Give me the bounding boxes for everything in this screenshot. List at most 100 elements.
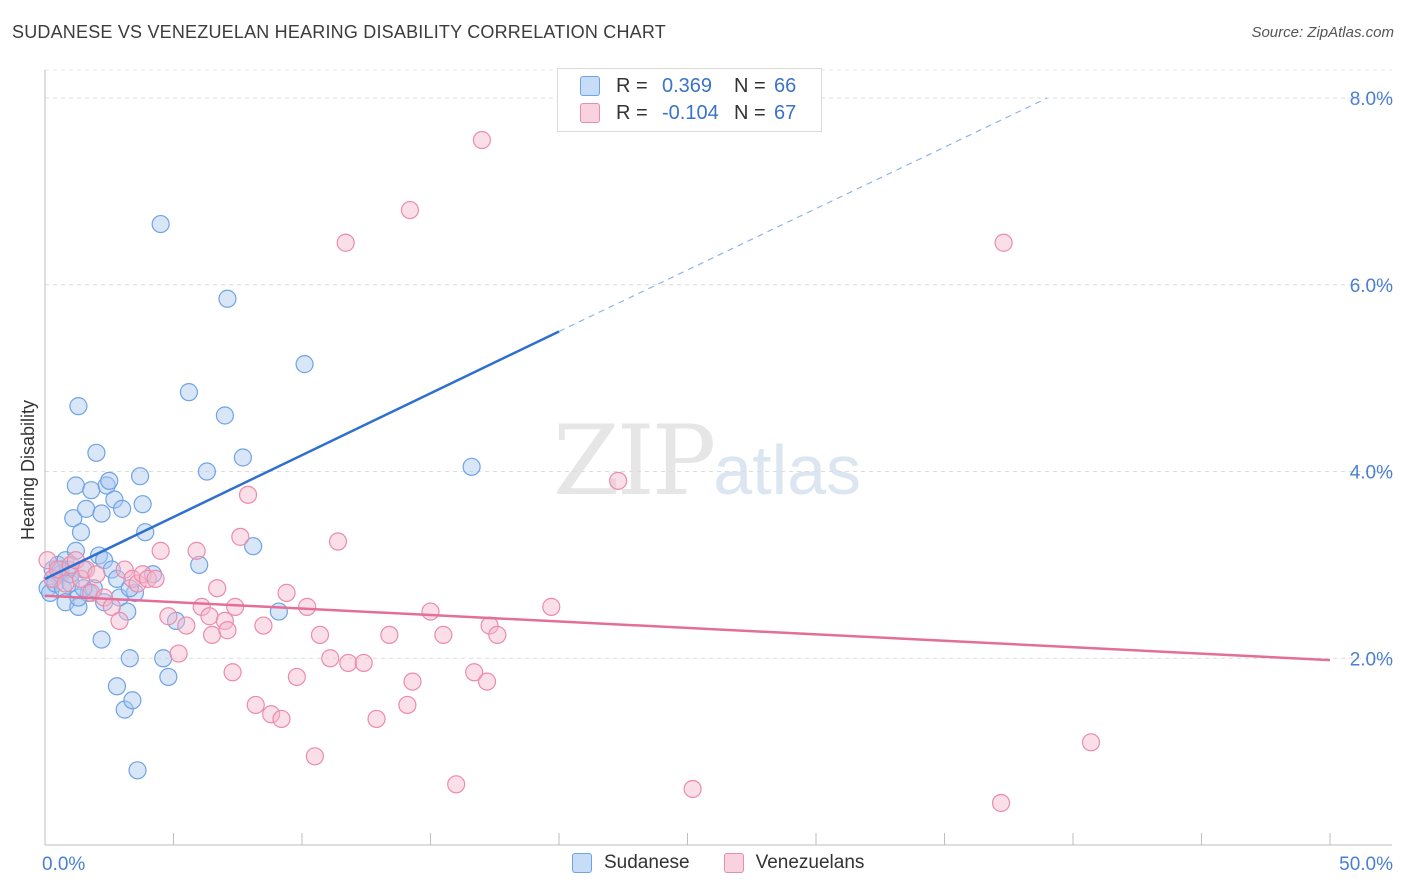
y-tick-label: 6.0%: [1350, 276, 1393, 297]
point-sudanese: [218, 289, 237, 308]
point-venezuelans: [272, 709, 291, 729]
point-venezuelans: [238, 485, 258, 504]
y-tick-label: 2.0%: [1350, 649, 1393, 670]
point-venezuelans: [200, 607, 219, 626]
point-venezuelans: [472, 130, 491, 150]
point-sudanese: [197, 462, 217, 481]
point-venezuelans: [298, 597, 317, 616]
point-sudanese: [133, 495, 152, 514]
n-value: 67: [774, 101, 797, 124]
point-venezuelans: [87, 565, 106, 584]
point-sudanese: [66, 541, 85, 560]
point-venezuelans: [151, 541, 170, 560]
legend-swatch-venezuelans: [580, 103, 600, 123]
point-venezuelans: [38, 551, 57, 570]
chart-title: SUDANESE VS VENEZUELAN HEARING DISABILIT…: [12, 22, 666, 42]
point-venezuelans: [403, 672, 422, 691]
point-venezuelans: [477, 672, 497, 691]
point-sudanese: [100, 471, 119, 490]
trend-line-sudanese-extension: [558, 97, 1048, 332]
point-sudanese: [154, 649, 173, 668]
legend-item-venezuelans[interactable]: Venezuelans: [723, 852, 865, 874]
point-sudanese: [179, 383, 199, 402]
r-value: 0.369: [662, 74, 713, 97]
n-value: 66: [774, 74, 797, 97]
point-sudanese: [190, 555, 209, 574]
point-venezuelans: [254, 616, 273, 635]
point-venezuelans: [305, 747, 324, 766]
point-sudanese: [244, 537, 263, 556]
point-venezuelans: [488, 625, 507, 645]
point-venezuelans: [354, 653, 373, 673]
point-venezuelans: [310, 625, 330, 645]
point-venezuelans: [223, 663, 242, 682]
point-venezuelans: [287, 667, 306, 687]
point-sudanese: [159, 667, 178, 687]
legend-row-venezuelans: R = -0.104 N = 67: [580, 100, 796, 126]
point-venezuelans: [991, 793, 1011, 813]
point-venezuelans: [115, 560, 134, 579]
point-sudanese: [64, 509, 83, 528]
legend-swatch-sudanese: [580, 76, 600, 96]
point-venezuelans: [321, 649, 340, 668]
point-venezuelans: [218, 621, 237, 640]
y-axis-label: Hearing Disability: [18, 399, 38, 540]
legend-label-venezuelans: Venezuelans: [755, 852, 865, 873]
legend-label-sudanese: Sudanese: [604, 852, 690, 873]
point-venezuelans: [187, 541, 206, 560]
correlation-legend: R = 0.369 N = 66 R = -0.104 N = 67: [557, 68, 822, 132]
point-venezuelans: [202, 625, 222, 645]
point-venezuelans: [231, 527, 250, 546]
point-venezuelans: [138, 569, 157, 588]
point-venezuelans: [542, 597, 561, 616]
r-label: R =: [616, 101, 648, 124]
point-sudanese: [107, 569, 127, 588]
point-sudanese: [120, 649, 139, 668]
point-sudanese: [269, 602, 288, 621]
point-sudanese: [71, 523, 91, 542]
point-sudanese: [112, 499, 132, 518]
y-tick-label: 4.0%: [1350, 463, 1393, 484]
point-venezuelans: [447, 775, 466, 794]
point-venezuelans: [421, 602, 440, 621]
x-tick-label: 0.0%: [42, 854, 85, 875]
r-value: -0.104: [662, 101, 719, 124]
point-sudanese: [92, 504, 111, 523]
point-venezuelans: [77, 560, 96, 579]
point-venezuelans: [277, 583, 296, 602]
source-credit: Source: ZipAtlas.com: [1251, 24, 1394, 41]
legend-item-sudanese[interactable]: Sudanese: [572, 852, 690, 874]
point-sudanese: [87, 443, 106, 462]
r-label: R =: [616, 74, 648, 97]
point-sudanese: [462, 457, 481, 476]
point-venezuelans: [398, 695, 417, 715]
point-venezuelans: [262, 705, 281, 724]
series-legend: Sudanese Venezuelans: [572, 852, 898, 874]
point-sudanese: [105, 490, 124, 509]
point-sudanese: [151, 214, 170, 234]
point-sudanese: [115, 700, 134, 719]
point-venezuelans: [380, 625, 399, 645]
point-venezuelans: [246, 695, 265, 715]
point-venezuelans: [339, 653, 358, 673]
point-sudanese: [123, 691, 142, 710]
point-venezuelans: [208, 579, 227, 598]
point-venezuelans: [226, 597, 245, 616]
point-sudanese: [66, 476, 85, 495]
n-label: N =: [734, 74, 766, 97]
point-venezuelans: [434, 625, 453, 645]
point-sudanese: [233, 448, 252, 467]
legend-swatch-sudanese: [572, 853, 592, 873]
y-tick-label: 8.0%: [1350, 89, 1393, 110]
legend-row-sudanese: R = 0.369 N = 66: [580, 73, 796, 99]
point-sudanese: [69, 397, 88, 416]
point-venezuelans: [400, 200, 420, 220]
point-venezuelans: [336, 233, 355, 252]
point-venezuelans: [465, 663, 484, 682]
point-venezuelans: [994, 233, 1013, 252]
point-venezuelans: [128, 574, 147, 593]
point-sudanese: [107, 677, 127, 696]
trend-line-venezuelans: [44, 594, 1331, 662]
point-venezuelans: [367, 709, 386, 729]
